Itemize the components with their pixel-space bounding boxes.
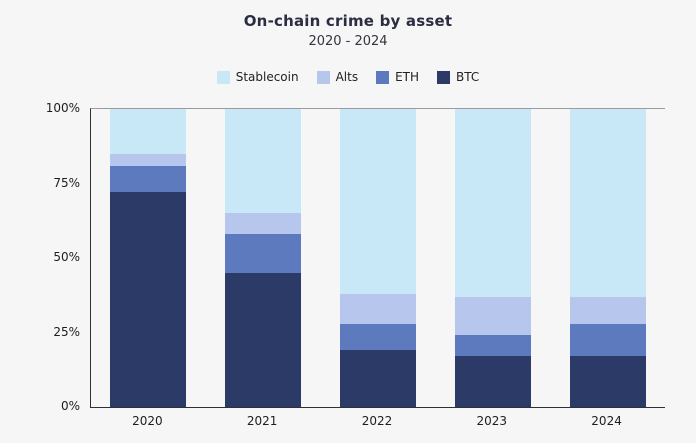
x-axis-label: 2024 <box>591 414 622 428</box>
legend-label: Alts <box>335 70 359 84</box>
segment-alts-2021 <box>225 213 302 235</box>
x-axis: 2020 2021 2022 2023 2024 <box>90 414 664 428</box>
plot-area <box>90 108 665 408</box>
segment-stablecoin-2020 <box>110 109 187 154</box>
y-axis-label: 0% <box>60 399 80 413</box>
legend-swatch-btc <box>437 70 451 84</box>
segment-eth-2022 <box>339 323 416 351</box>
segment-alts-2022 <box>339 293 416 324</box>
legend-label: ETH <box>395 70 420 84</box>
segment-btc-2022 <box>339 350 416 407</box>
segment-eth-2021 <box>225 234 302 273</box>
legend-item-eth: ETH <box>376 70 419 84</box>
chart-title: On-chain crime by asset <box>243 12 453 30</box>
segment-stablecoin-2022 <box>339 109 416 294</box>
bar-2023 <box>454 109 531 407</box>
segment-eth-2020 <box>110 165 187 193</box>
segment-alts-2023 <box>454 296 531 336</box>
y-axis-label: 25% <box>53 324 80 339</box>
segment-btc-2023 <box>454 356 531 407</box>
legend: Stablecoin Alts ETH BTC <box>0 70 696 84</box>
bar-2022 <box>339 109 416 407</box>
segment-eth-2023 <box>454 335 531 357</box>
legend-swatch-stablecoin <box>216 70 230 84</box>
segment-eth-2024 <box>569 323 646 357</box>
chart-subtitle: 2020 - 2024 <box>308 34 388 49</box>
x-axis-label: 2022 <box>361 414 393 428</box>
legend-item-stablecoin: Stablecoin <box>216 70 299 84</box>
x-axis-label: 2021 <box>246 414 278 428</box>
legend-swatch-alts <box>316 70 330 84</box>
segment-stablecoin-2021 <box>225 109 302 214</box>
segment-btc-2020 <box>110 192 187 407</box>
y-axis-label: 50% <box>53 250 80 264</box>
legend-item-alts: Alts <box>316 70 359 84</box>
segment-btc-2021 <box>225 272 302 407</box>
y-axis-label: 100% <box>45 101 80 115</box>
segment-stablecoin-2023 <box>454 109 531 297</box>
x-axis-label: 2020 <box>132 414 163 428</box>
legend-swatch-eth <box>376 70 390 84</box>
y-axis-label: 75% <box>53 175 80 190</box>
segment-alts-2024 <box>569 296 646 324</box>
bar-2024 <box>569 109 646 407</box>
segment-stablecoin-2024 <box>569 109 646 297</box>
legend-label: BTC <box>456 70 480 84</box>
legend-item-btc: BTC <box>437 70 479 84</box>
bar-2021 <box>225 109 302 407</box>
segment-alts-2020 <box>110 153 187 166</box>
bars-container <box>91 109 665 407</box>
legend-label: Stablecoin <box>235 70 299 84</box>
bar-2020 <box>110 109 187 407</box>
x-axis-label: 2023 <box>476 414 508 428</box>
y-axis: 100% 75% 50% 25% 0% <box>0 101 80 413</box>
segment-btc-2024 <box>569 356 646 407</box>
